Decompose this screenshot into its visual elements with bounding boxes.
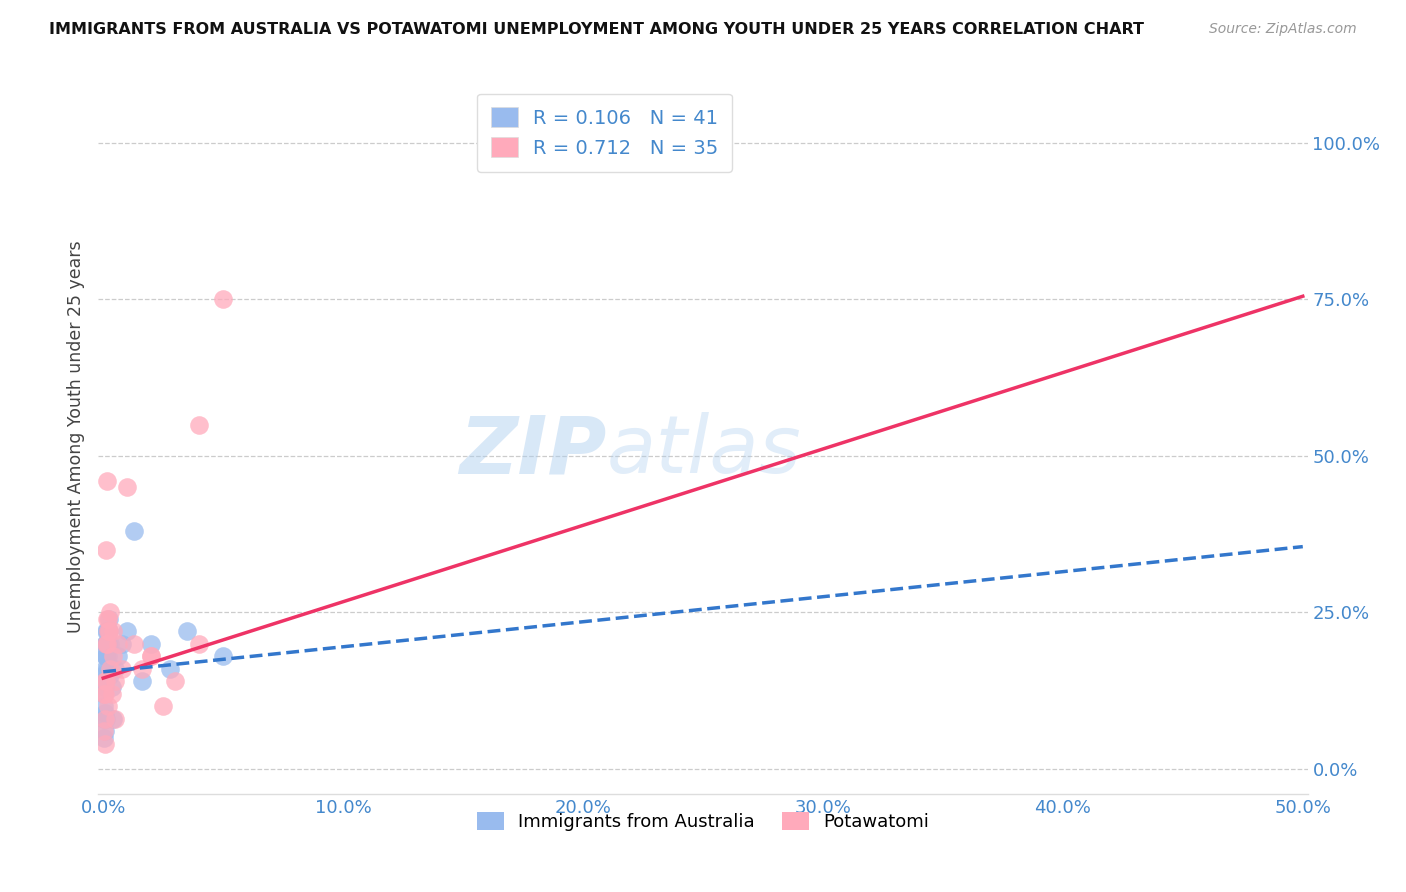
- Point: [124, 637, 146, 651]
- Point: [94, 637, 117, 651]
- Point: [141, 649, 163, 664]
- Point: [97, 637, 120, 651]
- Text: ZIP: ZIP: [458, 412, 606, 491]
- Text: IMMIGRANTS FROM AUSTRALIA VS POTAWATOMI UNEMPLOYMENT AMONG YOUTH UNDER 25 YEARS : IMMIGRANTS FROM AUSTRALIA VS POTAWATOMI …: [49, 22, 1144, 37]
- Point: [141, 649, 163, 664]
- Point: [94, 662, 117, 676]
- Point: [100, 605, 122, 619]
- Point: [212, 649, 235, 664]
- Point: [100, 637, 122, 651]
- Point: [93, 668, 115, 682]
- Point: [94, 649, 117, 664]
- Point: [96, 612, 118, 626]
- Point: [93, 724, 115, 739]
- Point: [96, 474, 118, 488]
- Point: [212, 293, 235, 307]
- Point: [97, 649, 120, 664]
- Point: [101, 624, 124, 639]
- Point: [94, 712, 117, 726]
- Point: [98, 624, 121, 639]
- Point: [188, 417, 211, 432]
- Point: [131, 662, 153, 676]
- Point: [104, 674, 127, 689]
- Point: [94, 737, 117, 751]
- Point: [131, 674, 153, 689]
- Point: [96, 643, 118, 657]
- Point: [98, 624, 121, 639]
- Point: [94, 687, 117, 701]
- Point: [94, 712, 117, 726]
- Point: [98, 612, 121, 626]
- Point: [111, 637, 134, 651]
- Text: atlas: atlas: [606, 412, 801, 491]
- Point: [159, 662, 181, 676]
- Point: [96, 662, 118, 676]
- Point: [152, 699, 174, 714]
- Point: [93, 674, 115, 689]
- Point: [188, 637, 211, 651]
- Point: [101, 712, 124, 726]
- Y-axis label: Unemployment Among Youth under 25 years: Unemployment Among Youth under 25 years: [66, 241, 84, 633]
- Point: [104, 662, 127, 676]
- Point: [107, 637, 129, 651]
- Point: [96, 637, 118, 651]
- Point: [94, 649, 117, 664]
- Point: [93, 687, 115, 701]
- Legend: Immigrants from Australia, Potawatomi: Immigrants from Australia, Potawatomi: [470, 805, 936, 838]
- Point: [115, 480, 138, 494]
- Point: [124, 524, 146, 538]
- Text: Source: ZipAtlas.com: Source: ZipAtlas.com: [1209, 22, 1357, 37]
- Point: [93, 712, 115, 726]
- Point: [100, 687, 122, 701]
- Point: [96, 637, 118, 651]
- Point: [96, 624, 118, 639]
- Point: [94, 637, 117, 651]
- Point: [94, 681, 117, 695]
- Point: [176, 624, 198, 639]
- Point: [93, 731, 115, 745]
- Point: [94, 624, 117, 639]
- Point: [96, 637, 118, 651]
- Point: [97, 624, 120, 639]
- Point: [94, 649, 117, 664]
- Point: [94, 674, 117, 689]
- Point: [100, 681, 122, 695]
- Point: [96, 612, 118, 626]
- Point: [98, 662, 121, 676]
- Point: [107, 649, 129, 664]
- Point: [93, 699, 115, 714]
- Point: [96, 542, 118, 557]
- Point: [165, 674, 187, 689]
- Point: [111, 662, 134, 676]
- Point: [104, 712, 127, 726]
- Point: [115, 624, 138, 639]
- Point: [96, 624, 118, 639]
- Point: [93, 724, 115, 739]
- Point: [93, 687, 115, 701]
- Point: [94, 674, 117, 689]
- Point: [94, 637, 117, 651]
- Point: [97, 699, 120, 714]
- Point: [94, 706, 117, 720]
- Point: [101, 649, 124, 664]
- Point: [141, 637, 163, 651]
- Point: [98, 668, 121, 682]
